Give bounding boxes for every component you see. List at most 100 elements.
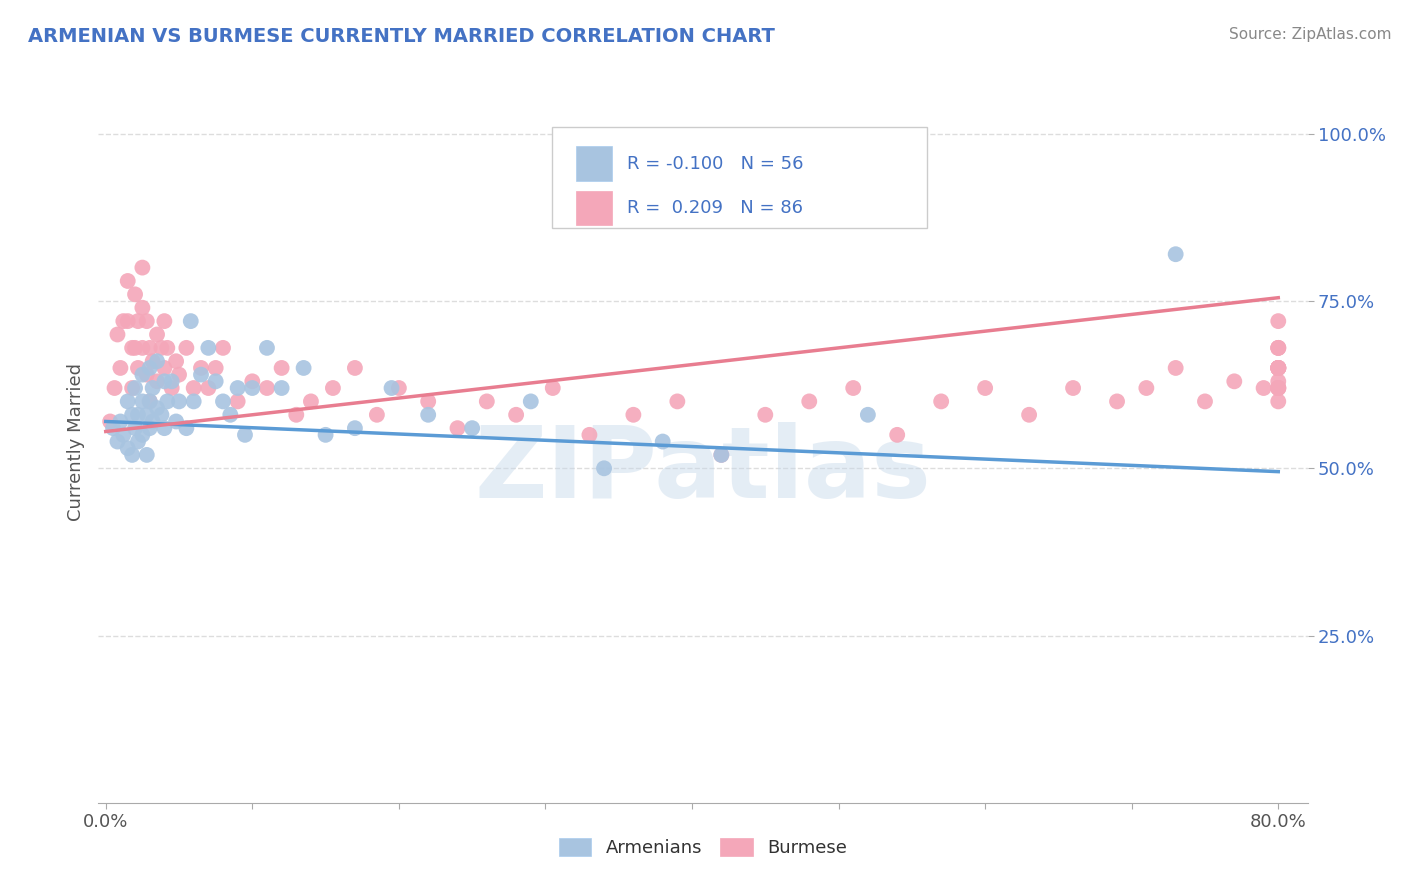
Point xyxy=(165,354,187,368)
Point xyxy=(212,394,235,409)
Point xyxy=(190,361,212,376)
Bar xyxy=(576,146,613,181)
Point xyxy=(117,274,139,288)
Point xyxy=(167,368,190,382)
Text: R = -0.100   N = 56: R = -0.100 N = 56 xyxy=(627,154,803,173)
Point xyxy=(131,260,153,275)
Point xyxy=(107,434,129,449)
Point xyxy=(121,381,143,395)
Point xyxy=(212,341,235,355)
Point xyxy=(138,394,160,409)
Point xyxy=(98,414,121,429)
Point xyxy=(150,341,173,355)
Point xyxy=(176,341,198,355)
Point xyxy=(146,375,169,389)
Point xyxy=(299,394,322,409)
Point xyxy=(541,381,564,395)
Point xyxy=(112,314,135,328)
Point xyxy=(856,408,879,422)
Point xyxy=(1267,361,1289,376)
Point xyxy=(366,408,388,422)
Point xyxy=(1253,381,1275,395)
Point xyxy=(226,381,249,395)
Point xyxy=(240,381,263,395)
Point xyxy=(112,427,135,442)
Point xyxy=(710,448,733,462)
Text: ZIPatlas: ZIPatlas xyxy=(475,422,931,519)
Point xyxy=(1105,394,1128,409)
Point xyxy=(1267,375,1289,389)
Point xyxy=(886,427,908,442)
Point xyxy=(578,427,600,442)
Point xyxy=(343,421,366,435)
Point xyxy=(117,314,139,328)
Point xyxy=(1267,361,1289,376)
Point xyxy=(135,448,157,462)
Point xyxy=(388,381,411,395)
Point xyxy=(270,361,292,376)
Point xyxy=(142,354,165,368)
Point xyxy=(160,375,183,389)
Point xyxy=(1062,381,1084,395)
Point xyxy=(270,381,292,395)
Point xyxy=(1267,361,1289,376)
Point xyxy=(204,375,226,389)
Point xyxy=(666,394,689,409)
Text: ARMENIAN VS BURMESE CURRENTLY MARRIED CORRELATION CHART: ARMENIAN VS BURMESE CURRENTLY MARRIED CO… xyxy=(28,27,775,45)
Point xyxy=(240,375,263,389)
Point xyxy=(256,381,278,395)
FancyBboxPatch shape xyxy=(551,128,927,228)
Point xyxy=(153,421,176,435)
Point xyxy=(117,394,139,409)
Point xyxy=(190,368,212,382)
Point xyxy=(131,341,153,355)
Point xyxy=(183,394,205,409)
Point xyxy=(1267,381,1289,395)
Point xyxy=(153,375,176,389)
Point xyxy=(1018,408,1040,422)
Point xyxy=(135,408,157,422)
Point xyxy=(121,341,143,355)
Point xyxy=(505,408,527,422)
Point xyxy=(138,361,160,376)
Point xyxy=(461,421,484,435)
Point xyxy=(418,394,440,409)
Point xyxy=(1267,361,1289,376)
Bar xyxy=(576,191,613,225)
Point xyxy=(165,414,187,429)
Y-axis label: Currently Married: Currently Married xyxy=(66,362,84,521)
Point xyxy=(322,381,344,395)
Point xyxy=(1267,361,1289,376)
Point xyxy=(1267,361,1289,376)
Point xyxy=(176,421,198,435)
Point xyxy=(651,434,673,449)
Text: R =  0.209   N = 86: R = 0.209 N = 86 xyxy=(627,199,803,217)
Point xyxy=(142,381,165,395)
Point xyxy=(146,327,169,342)
Point xyxy=(197,381,219,395)
Point xyxy=(127,408,149,422)
Point xyxy=(1267,314,1289,328)
Point xyxy=(121,448,143,462)
Point xyxy=(285,408,308,422)
Point xyxy=(1164,247,1187,261)
Point xyxy=(418,408,440,422)
Point xyxy=(974,381,997,395)
Point xyxy=(343,361,366,376)
Point xyxy=(135,368,157,382)
Point xyxy=(292,361,315,376)
Point xyxy=(124,341,146,355)
Point xyxy=(842,381,865,395)
Point xyxy=(160,381,183,395)
Point xyxy=(150,408,173,422)
Point xyxy=(107,327,129,342)
Point xyxy=(219,408,242,422)
Point xyxy=(124,287,146,301)
Point xyxy=(142,414,165,429)
Point xyxy=(138,394,160,409)
Point xyxy=(1267,341,1289,355)
Point xyxy=(233,427,256,442)
Point xyxy=(183,381,205,395)
Point xyxy=(380,381,402,395)
Point xyxy=(1194,394,1216,409)
